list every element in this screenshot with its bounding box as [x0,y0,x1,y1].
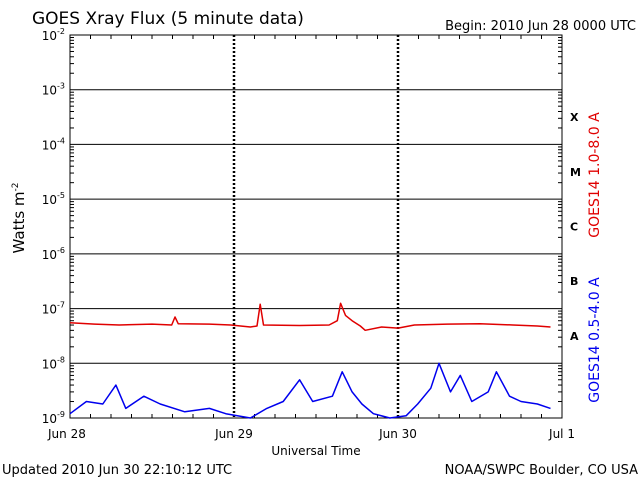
y-tick-label-base: 10 [42,29,57,43]
legend-series-2: GOES14 0.5-4.0 A [587,277,603,403]
y-tick-label-base: 10 [42,138,57,152]
begin-label: Begin: 2010 Jun 28 0000 UTC [445,19,636,34]
flare-class-label: B [570,275,578,288]
flare-class-label: X [570,111,579,124]
y-axis-label: Watts m-2 [10,182,28,253]
chart-title: GOES Xray Flux (5 minute data) [32,9,304,29]
y-tick-label-exponent: -5 [57,191,65,200]
series-line-1 [69,302,551,332]
x-tick-label: Jun 30 [378,427,417,441]
y-tick-label-exponent: -4 [57,136,65,145]
y-tick-label-exponent: -6 [57,246,65,255]
y-tick-label: 10-6 [42,246,65,262]
flare-class-label: C [570,221,578,234]
y-tick-label-exponent: -8 [57,355,65,364]
y-tick-label: 10-2 [42,27,65,43]
y-tick-label-base: 10 [42,412,57,426]
y-axis-label-exponent: -2 [11,182,21,191]
y-tick-label-exponent: -2 [57,27,65,36]
y-tick-label: 10-5 [42,191,65,207]
plot-frame [69,34,563,419]
updated-label: Updated 2010 Jun 30 22:10:12 UTC [2,463,232,478]
y-tick-label: 10-4 [42,136,65,152]
y-tick-label-exponent: -3 [57,82,65,91]
y-tick-label: 10-3 [42,82,65,98]
series-line-2 [69,362,551,419]
y-tick-label-base: 10 [42,248,57,262]
y-tick-label: 10-8 [42,355,65,371]
flare-class-label: M [570,166,581,179]
y-tick-label-base: 10 [42,84,57,98]
y-tick-label-exponent: -9 [57,410,65,419]
x-tick-label: Jun 29 [214,427,253,441]
flare-class-label: A [570,330,579,343]
y-tick-label-base: 10 [42,303,57,317]
y-tick-label-base: 10 [42,193,57,207]
y-tick-label: 10-7 [42,301,65,317]
credit-label: NOAA/SWPC Boulder, CO USA [445,463,638,478]
x-tick-label: Jul 1 [548,427,575,441]
legend-series-1: GOES14 1.0-8.0 A [587,112,603,238]
y-tick-label-base: 10 [42,357,57,371]
y-tick-label-exponent: -7 [57,301,65,310]
y-axis-label-text: Watts m [10,191,28,253]
x-axis-label: Universal Time [271,444,360,458]
x-tick-label: Jun 28 [47,427,86,441]
y-tick-label: 10-9 [42,410,65,426]
